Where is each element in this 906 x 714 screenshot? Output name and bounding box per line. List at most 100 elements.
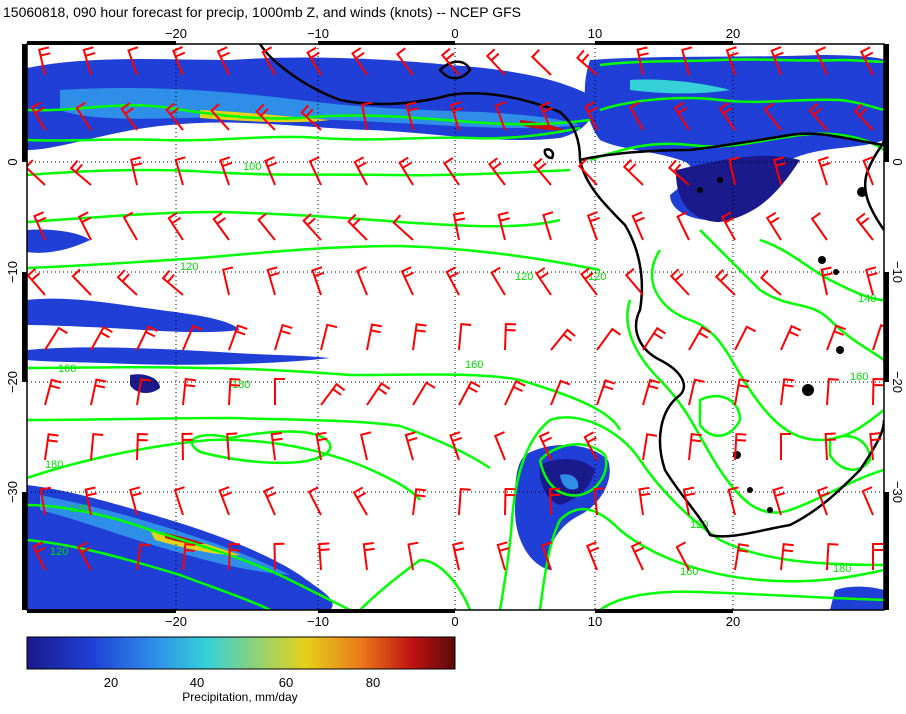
lat-tick-left: −10 xyxy=(5,261,20,283)
wind-barb xyxy=(861,486,874,516)
wind-barb xyxy=(872,543,883,570)
wind-barb xyxy=(300,104,322,131)
wind-barb xyxy=(865,266,878,296)
wind-barb xyxy=(504,487,516,516)
wind-barb xyxy=(763,102,782,131)
lat-tick-left: −30 xyxy=(5,481,20,503)
wind-barb xyxy=(320,382,346,406)
wind-barb xyxy=(210,103,230,131)
wind-barb xyxy=(306,46,322,76)
lon-tick-top: 10 xyxy=(588,26,602,41)
contour-label: 160 xyxy=(680,566,698,578)
wind-barb xyxy=(136,325,158,351)
wind-barb xyxy=(673,101,690,131)
bottom-lon-ticks: −20 −10 0 10 20 xyxy=(165,614,740,629)
wind-barb xyxy=(264,156,278,186)
wind-barb xyxy=(174,156,186,186)
wind-barb xyxy=(412,488,427,516)
wind-barb xyxy=(77,211,92,241)
lat-tick-right: −30 xyxy=(890,481,905,503)
colorbar-tick: 40 xyxy=(190,675,204,690)
colorbar: 20 40 60 80 xyxy=(26,636,456,690)
wind-barb xyxy=(630,541,645,571)
wind-barb xyxy=(494,431,506,461)
wind-barb xyxy=(765,211,782,241)
wind-barb xyxy=(44,326,68,351)
wind-barb xyxy=(362,542,375,571)
wind-barb xyxy=(318,542,330,571)
wind-barb xyxy=(586,541,600,571)
wind-barb xyxy=(669,268,690,296)
wind-barb xyxy=(44,378,62,406)
lon-tick-top: −20 xyxy=(165,26,187,41)
wind-barb xyxy=(624,267,644,296)
wind-barb xyxy=(688,432,702,461)
wind-barb xyxy=(120,102,138,131)
wind-barb xyxy=(780,378,795,406)
wind-barb xyxy=(136,432,148,461)
wind-barb xyxy=(642,326,667,351)
wind-barb xyxy=(302,213,322,241)
wind-barb xyxy=(575,49,598,76)
wind-barb xyxy=(815,46,828,76)
wind-barb xyxy=(127,46,139,76)
wind-barb xyxy=(129,486,142,516)
wind-barb xyxy=(32,541,46,571)
wind-barb xyxy=(734,432,747,461)
wind-barb xyxy=(360,431,372,461)
contour-label: 140 xyxy=(858,293,876,305)
contour-label: 160 xyxy=(58,363,76,375)
wind-barb xyxy=(69,159,92,186)
wind-barb xyxy=(820,266,833,296)
wind-barb xyxy=(445,266,460,296)
precipitation-field xyxy=(27,55,884,610)
wind-barb xyxy=(770,46,784,76)
contour-label: 120 xyxy=(515,271,533,283)
contour-label: 120 xyxy=(690,519,708,531)
wind-barb xyxy=(412,323,427,351)
wind-barb xyxy=(642,433,658,461)
wind-barb xyxy=(77,541,92,571)
wind-barb xyxy=(596,327,621,351)
wind-barb xyxy=(398,156,414,186)
wind-barb xyxy=(734,378,750,406)
wind-barb xyxy=(351,47,368,76)
wind-barb xyxy=(216,46,231,76)
wind-barb xyxy=(71,268,92,296)
wind-barb xyxy=(315,431,328,461)
wind-barb xyxy=(116,269,138,296)
wind-barb xyxy=(172,46,186,76)
wind-barb xyxy=(872,377,884,406)
lat-tick-right: 0 xyxy=(890,158,905,165)
wind-barb xyxy=(44,433,59,461)
wind-barb xyxy=(642,378,661,406)
wind-barb xyxy=(311,266,325,296)
wind-barb xyxy=(255,103,276,131)
wind-barb xyxy=(504,380,526,406)
colorbar-tick: 20 xyxy=(104,675,118,690)
top-lon-ticks: −20 −10 0 10 20 xyxy=(165,26,740,41)
frame-scale-bars xyxy=(22,41,889,613)
wind-barb xyxy=(728,156,740,186)
wind-barb xyxy=(853,103,874,131)
wind-barb xyxy=(869,432,881,461)
wind-barb xyxy=(826,378,839,406)
graticule xyxy=(27,44,884,610)
wind-barb xyxy=(27,159,46,186)
lon-tick-top: −10 xyxy=(307,26,329,41)
wind-barb xyxy=(228,377,241,406)
wind-barb xyxy=(33,211,47,241)
lat-tick-right: −20 xyxy=(890,371,905,393)
wind-barb xyxy=(412,381,436,406)
wind-barb xyxy=(808,103,828,131)
wind-barb xyxy=(450,101,463,131)
wind-barb xyxy=(725,46,739,76)
wind-barb xyxy=(360,101,373,131)
wind-barb xyxy=(773,156,786,186)
contour-label: 100 xyxy=(243,161,261,173)
wind-barb xyxy=(353,156,368,186)
wind-barb xyxy=(39,486,51,516)
wind-barb xyxy=(90,433,104,461)
lon-tick-bottom: −10 xyxy=(307,614,329,629)
lat-tick-left: 0 xyxy=(5,158,20,165)
